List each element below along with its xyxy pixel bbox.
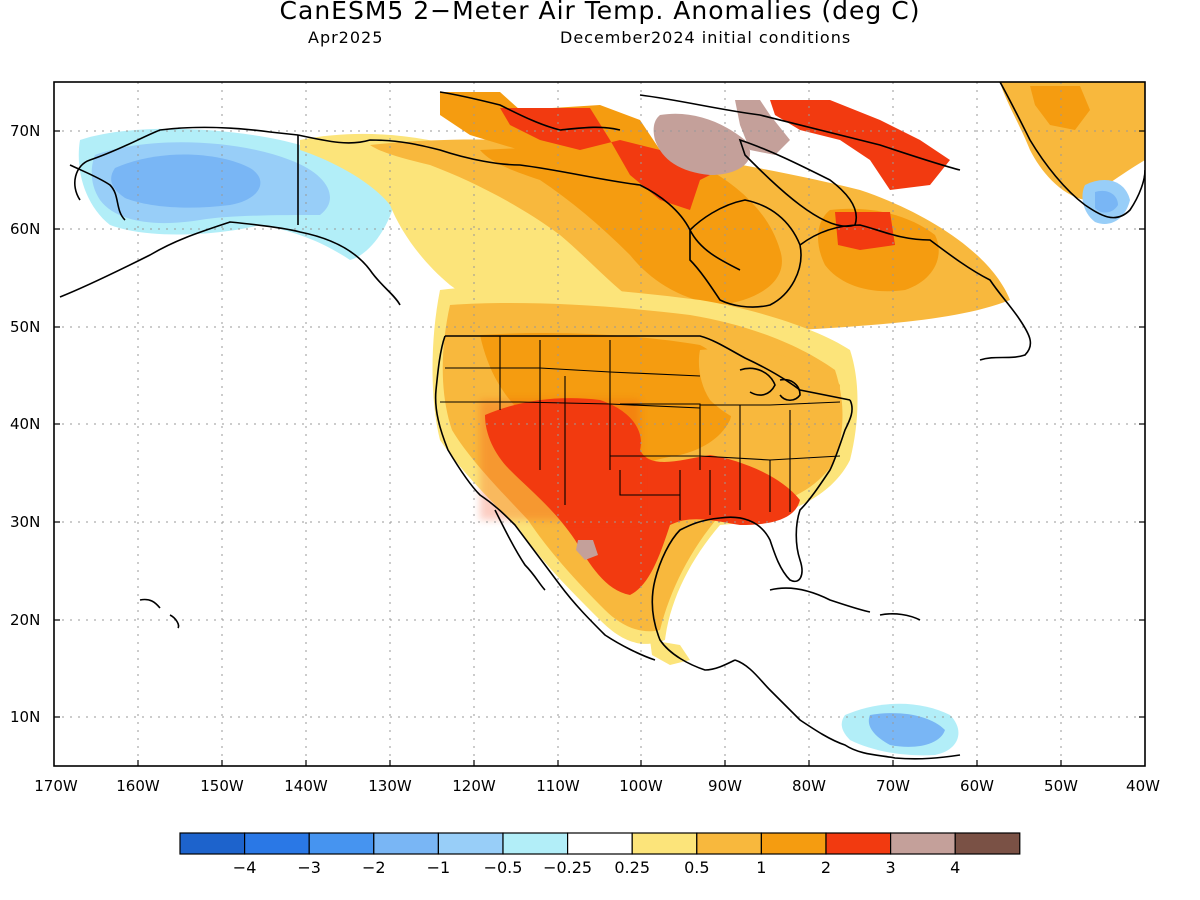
canada-warm-deep [480,148,782,305]
lon-label: 150W [200,777,244,795]
colorbar-label: 0.25 [614,858,650,877]
lat-labels: 70N 60N 50N 40N 30N 20N 10N [10,122,40,726]
colorbar-label: 2 [821,858,831,877]
arctic-islands-hot [500,108,740,210]
lon-label: 160W [116,777,160,795]
hispaniola [879,613,921,621]
lon-label: 50W [1044,777,1078,795]
cuba [769,587,871,613]
greenland-warm-deep [1030,86,1090,130]
anomaly-shading [78,82,1145,756]
lat-label: 50N [10,318,40,336]
colorbar-label: −1 [427,858,451,877]
lon-label: 40W [1126,777,1160,795]
colorbar-swatch [566,832,633,855]
greenland-coast [999,82,1145,219]
lon-labels: 170W 160W 150W 140W 130W 120W 110W 100W … [34,777,1160,795]
colorbar [179,832,1021,855]
lon-label: 80W [792,777,826,795]
lat-label: 20N [10,611,40,629]
hawaii [139,598,180,629]
central-america [734,659,961,760]
greenland-cool-core [1095,190,1118,213]
colorbar-swatch [437,832,504,855]
lat-label: 70N [10,122,40,140]
valid-month-label: Apr2025 [308,28,384,47]
arctic-island-2 [639,94,961,171]
state-borders [440,336,841,520]
grid-lines [54,82,1145,766]
map-title: CanESM5 2−Meter Air Temp. Anomalies (deg… [279,0,921,25]
lat-label: 40N [10,415,40,433]
lon-label: 60W [960,777,994,795]
alaska-coast [59,126,401,306]
quebec-hot [835,212,895,250]
baffin-hot [770,100,950,190]
lon-label: 110W [536,777,580,795]
us-east-coast [719,399,853,582]
hudson-bay [689,199,802,308]
lon-label: 70W [876,777,910,795]
colorbar-swatch [631,832,698,855]
colorbar-label: −4 [233,858,257,877]
us-canada-border [445,335,851,401]
canada-warm-light [300,133,660,330]
colorbar-swatch [308,832,375,855]
colorbar-swatch [954,832,1021,855]
colorbar-label: −3 [297,858,321,877]
colorbar-swatch [760,832,827,855]
colorbar-swatch [825,832,892,855]
lat-label: 10N [10,708,40,726]
colorbar-label: −2 [362,858,386,877]
colorbar-labels: −4 −3 −2 −1 −0.5 −0.25 0.25 0.5 1 2 3 4 [233,858,960,877]
lon-label: 120W [452,777,496,795]
colorbar-label: −0.5 [484,858,523,877]
caribbean-cool-core [868,713,945,747]
colorbar-label: 4 [950,858,960,877]
labrador-coast [799,224,1032,361]
colorbar-swatch [889,832,956,855]
greenland-warm [1000,82,1145,200]
mexico-extreme [576,540,598,560]
lat-label: 60N [10,220,40,238]
lon-label: 90W [708,777,742,795]
us-west-coast [434,335,656,661]
alaska-cool-inner [111,154,261,208]
lon-label: 140W [284,777,328,795]
gulf-coast [651,517,736,671]
coastlines [59,82,1145,760]
colorbar-swatch [373,832,439,855]
great-lakes [739,367,801,402]
lon-label: 170W [34,777,78,795]
colorbar-swatch [696,832,762,855]
baffin-island [738,138,857,227]
colorbar-label: 0.5 [684,858,709,877]
colorbar-swatch [244,832,310,855]
arctic-island-1 [439,91,621,131]
colorbar-label: −0.25 [543,858,592,877]
colorbar-label: 1 [756,858,766,877]
lon-label: 130W [368,777,412,795]
baja-peninsula [494,509,546,591]
colorbar-label: 3 [886,858,896,877]
lon-ticks [137,760,1062,766]
lon-label: 100W [619,777,663,795]
init-conditions-label: December2024 initial conditions [560,28,852,47]
colorbar-swatch [179,832,246,855]
lat-ticks [54,130,1145,718]
lat-label: 30N [10,513,40,531]
colorbar-swatch [502,832,569,855]
arctic-extreme [653,113,751,175]
